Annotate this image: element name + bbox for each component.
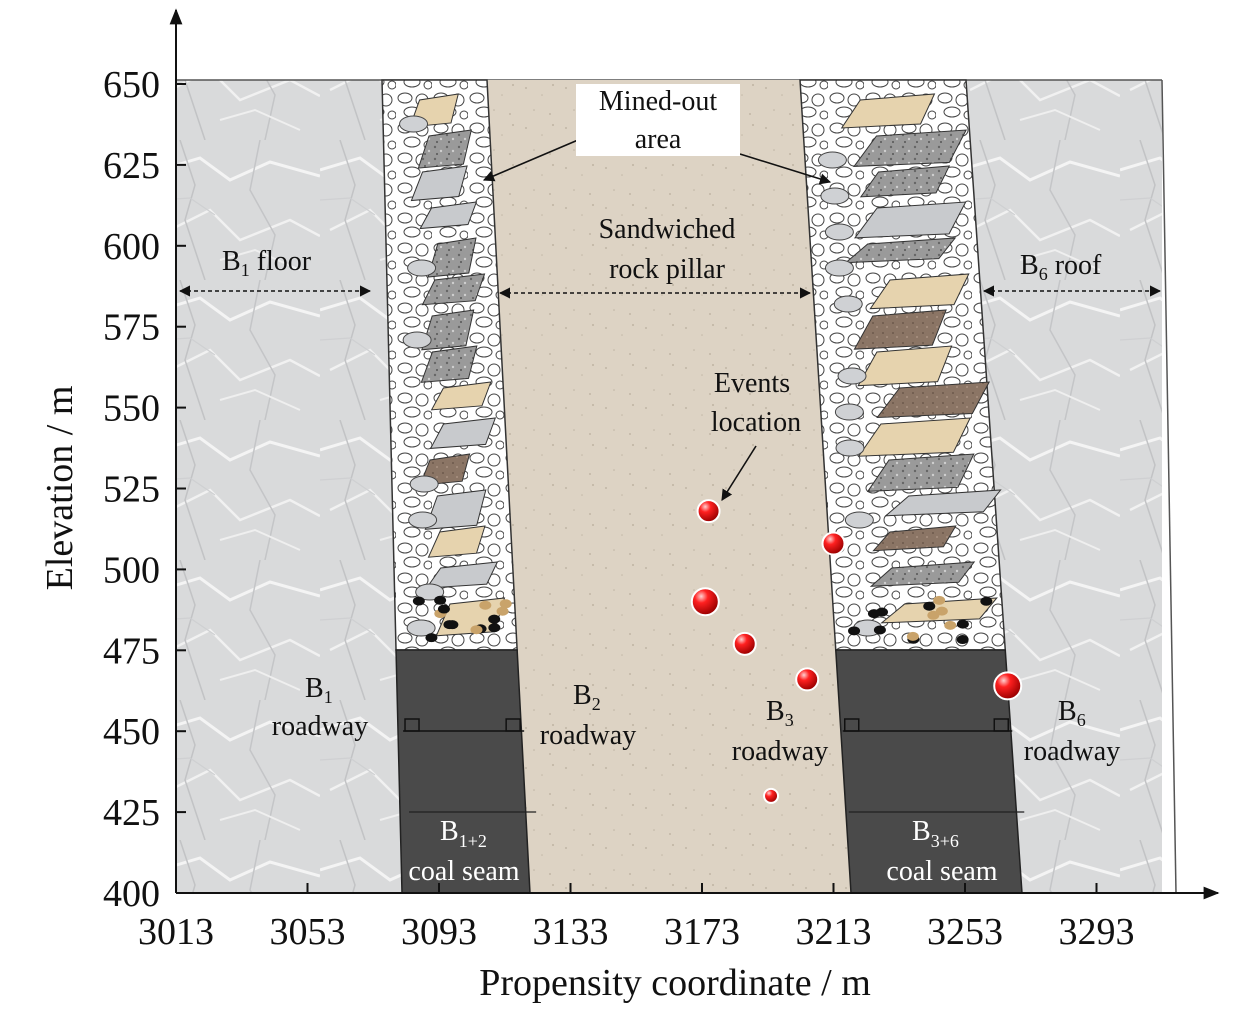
- events-label-line1: Events: [714, 368, 790, 399]
- b3-roadway-label-b: B3: [766, 696, 794, 730]
- event-marker-1: [696, 499, 721, 524]
- b12-coal-label: coal seam: [408, 856, 519, 887]
- sandwiched-label-line2: rock pillar: [609, 254, 726, 285]
- y-tick-label: 650: [103, 64, 160, 106]
- roadway-square: [505, 718, 521, 732]
- b6-roadway-label: roadway: [1024, 736, 1120, 767]
- mined-out-label-line1: Mined-out: [599, 86, 717, 117]
- mined-out-label-box: [576, 84, 740, 156]
- event-marker-2: [690, 587, 720, 617]
- events-label-line2: location: [711, 407, 801, 438]
- event-marker-7: [993, 671, 1023, 701]
- annotation-arrows: [178, 139, 1162, 501]
- right-rock-fragments: [817, 93, 1002, 645]
- y-tick-labels: 400 425 450 475 500 525 550 575 600 625 650: [103, 64, 186, 915]
- b2-roadway-label: roadway: [540, 720, 636, 751]
- events-arrow: [721, 445, 757, 501]
- b6-roadway-label-b: B6: [1058, 696, 1086, 730]
- x-axis-title: Propensity coordinate / m: [479, 962, 871, 1004]
- labels: Mined-out area Sandwiched rock pillar B1…: [222, 84, 1120, 887]
- event-marker-4: [795, 667, 820, 692]
- sandwiched-label-line1: Sandwiched: [599, 214, 736, 245]
- b1-roadway-label: roadway: [272, 711, 368, 742]
- y-tick-label: 625: [103, 145, 160, 187]
- roadway-square: [844, 718, 860, 732]
- mined-out-arrow-right: [739, 153, 832, 185]
- y-tick-label: 475: [103, 630, 160, 672]
- b6-roof-label: B6 roof: [1020, 250, 1102, 284]
- sandwiched-rock-pillar: [487, 80, 855, 893]
- x-tick-label: 3293: [1059, 911, 1135, 953]
- mined-out-label-line2: area: [635, 124, 682, 155]
- left-rock-fragments: [399, 93, 512, 643]
- y-tick-label: 550: [103, 388, 160, 430]
- y-tick-label: 400: [103, 873, 160, 915]
- event-marker-3: [732, 631, 757, 656]
- event-marker-6: [821, 531, 846, 556]
- y-tick-label: 425: [103, 792, 160, 834]
- mined-out-arrow-left: [482, 139, 579, 182]
- x-tick-labels: 3013 3053 3093 3133 3173 3213 3253 3293: [138, 883, 1135, 953]
- b2-roadway-label-b: B2: [573, 680, 601, 714]
- x-tick-label: 3253: [927, 911, 1003, 953]
- x-tick-label: 3173: [664, 911, 740, 953]
- x-tick-label: 3213: [796, 911, 872, 953]
- roadway-square: [404, 718, 420, 732]
- b36-coal-label: coal seam: [886, 856, 997, 887]
- y-tick-label: 575: [103, 307, 160, 349]
- y-tick-label: 525: [103, 469, 160, 511]
- y-tick-label: 500: [103, 549, 160, 591]
- b1-floor-label: B1 floor: [222, 246, 312, 280]
- section-right-edge: [1161, 79, 1177, 894]
- event-marker-5: [763, 787, 780, 804]
- b1-roadway-label-b: B1: [305, 673, 333, 707]
- geology-layer: [381, 79, 1025, 894]
- y-tick-label: 600: [103, 226, 160, 268]
- roadway-square: [993, 718, 1010, 732]
- x-tick-label: 3013: [138, 911, 214, 953]
- x-tick-label: 3133: [533, 911, 609, 953]
- b12-coal-label-b: B1+2: [440, 816, 487, 851]
- events-layer: [690, 499, 1023, 804]
- b3-roadway-label: roadway: [732, 736, 828, 767]
- y-axis-title: Elevation / m: [39, 386, 81, 591]
- x-tick-label: 3053: [270, 911, 346, 953]
- x-tick-label: 3093: [401, 911, 477, 953]
- roadway-markers: [403, 718, 1025, 813]
- y-tick-label: 450: [103, 711, 160, 753]
- b36-coal-label-b: B3+6: [912, 816, 959, 851]
